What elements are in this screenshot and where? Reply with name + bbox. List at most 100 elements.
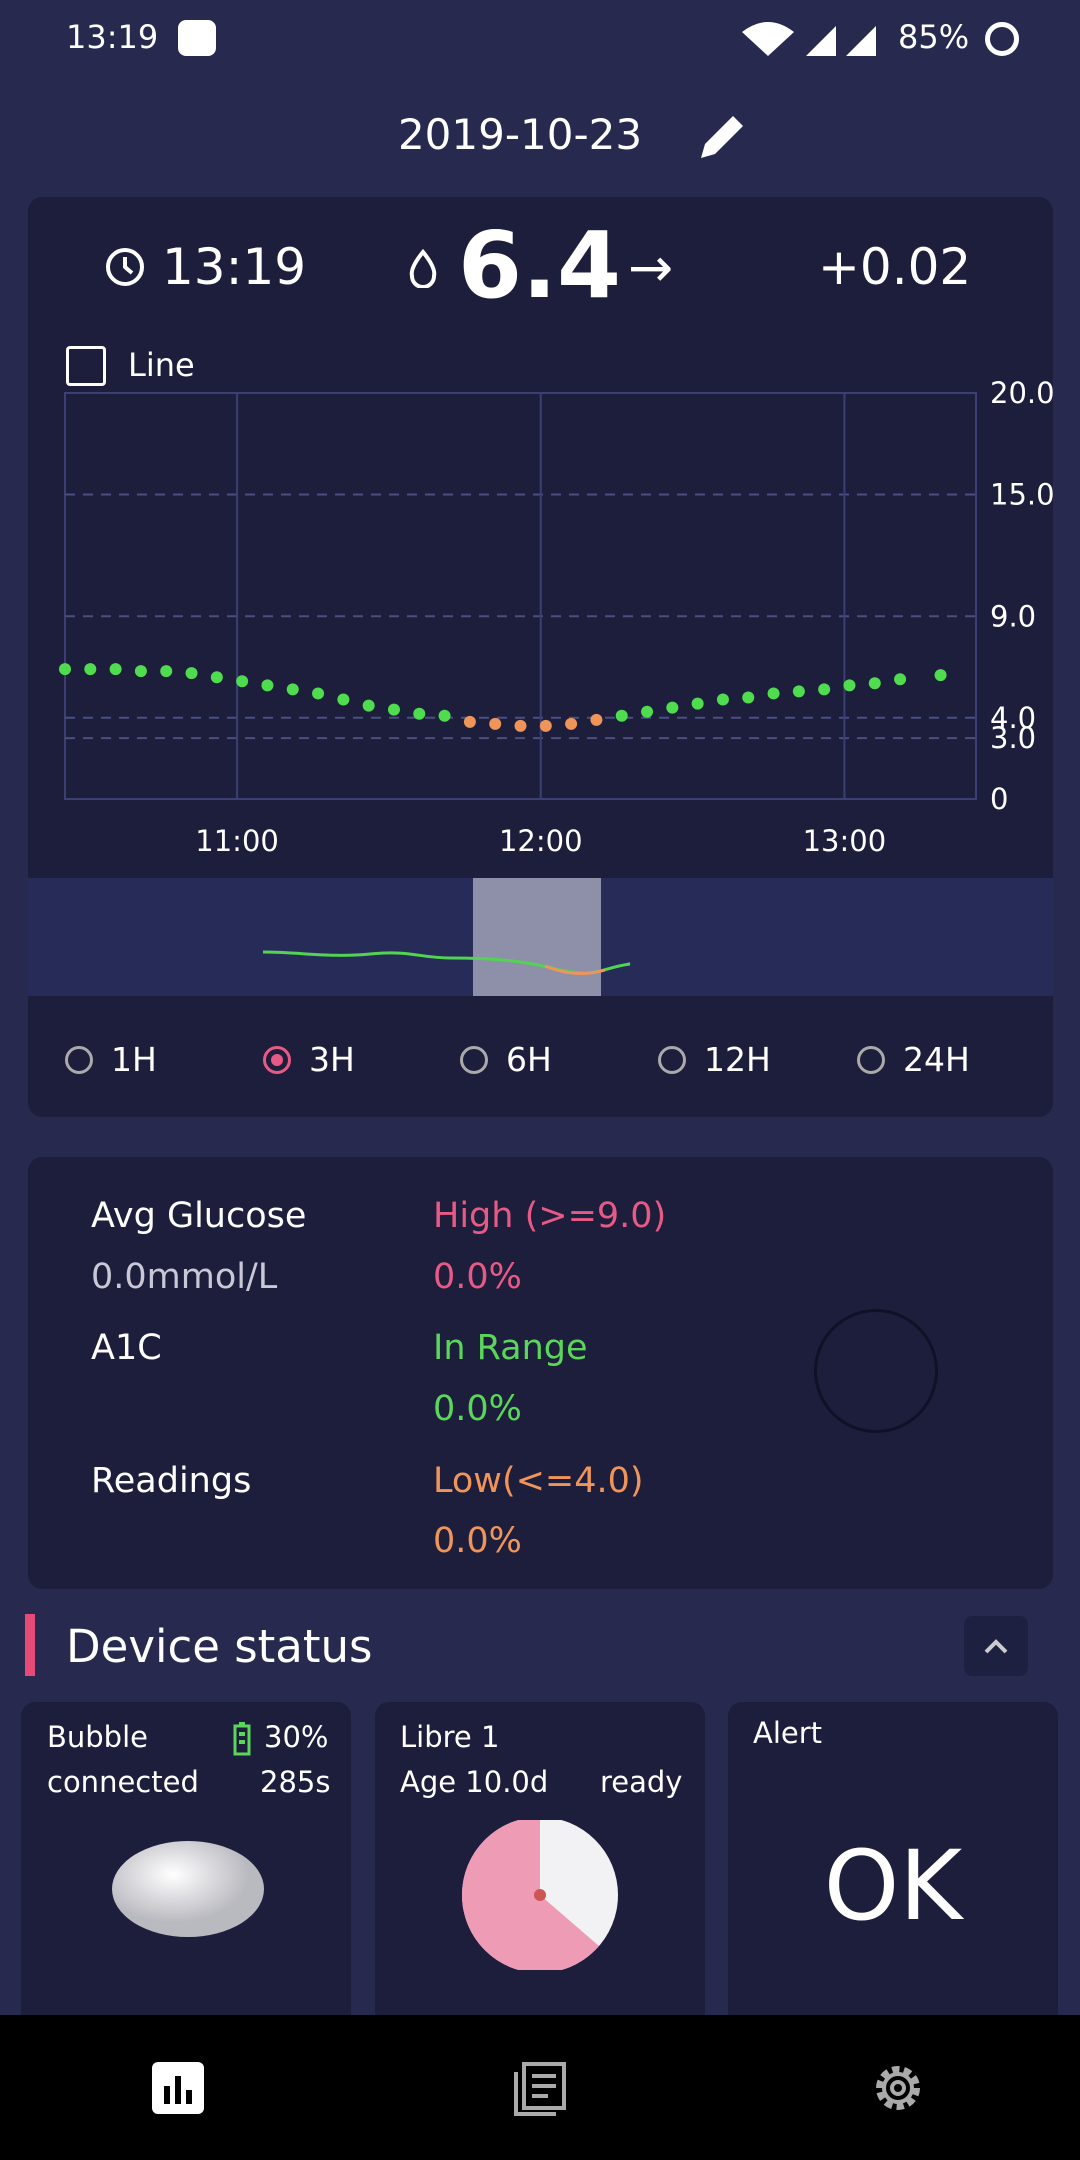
range-label: 6H [506, 1040, 552, 1079]
collapse-button[interactable] [964, 1616, 1028, 1676]
reading-dot [666, 701, 679, 714]
range-label: 3H [309, 1040, 355, 1079]
reading-dot [59, 663, 71, 676]
reading-dot [160, 665, 173, 678]
nav-log[interactable] [512, 2060, 568, 2116]
reading-dot [438, 709, 451, 722]
reading-dot [185, 667, 198, 680]
range-label: 12H [704, 1040, 771, 1079]
reading-dot [463, 715, 476, 728]
range-option[interactable]: 1H [65, 1040, 157, 1079]
range-label: 24H [903, 1040, 970, 1079]
range-label: 1H [111, 1040, 157, 1079]
high-rule: (>=9.0) [524, 1196, 667, 1236]
y-tick-label: 9.0 [990, 599, 1036, 633]
x-tick-label: 13:00 [803, 824, 887, 858]
sensor-image [461, 1820, 618, 1970]
reading-dot [387, 703, 400, 716]
reading-dot [716, 693, 729, 706]
y-tick-label: 3.0 [990, 721, 1036, 755]
reading-dot [286, 683, 299, 696]
y-tick-label: 15.0 [990, 478, 1055, 512]
in-range-label: In Range [433, 1328, 588, 1368]
reading-dot [84, 663, 97, 676]
reading-dot [514, 719, 527, 732]
reading-dot [742, 691, 755, 704]
radio[interactable] [658, 1045, 686, 1074]
sensor-age: Age 10.0d [400, 1765, 549, 1799]
reading-dot [337, 693, 350, 706]
current-glucose: 6.4 [458, 212, 621, 319]
transmitter-name: Bubble [47, 1720, 148, 1754]
alert-title: Alert [753, 1716, 823, 1750]
radio[interactable] [263, 1045, 291, 1074]
reading-dot [413, 707, 426, 720]
reading-dot [767, 687, 780, 700]
x-tick-label: 12:00 [499, 824, 583, 858]
y-tick-label: 4.0 [990, 701, 1036, 735]
low-pct: 0.0% [433, 1521, 522, 1561]
notification-icon [178, 20, 216, 56]
transmitter-interval: 285s [260, 1765, 331, 1799]
clock-icon [106, 248, 144, 286]
range-option[interactable]: 24H [857, 1040, 970, 1079]
radio[interactable] [65, 1045, 93, 1074]
range-option[interactable]: 6H [460, 1040, 552, 1079]
glucose-delta: +0.02 [818, 238, 972, 296]
current-time: 13:19 [162, 238, 307, 296]
reading-dot [565, 717, 578, 730]
status-time: 13:19 [66, 18, 159, 56]
transmitter-battery: 30% [264, 1720, 329, 1754]
section-marker [25, 1614, 35, 1676]
reading-dot [362, 699, 375, 712]
transmitter-image [112, 1841, 264, 1937]
low-label: Low(<=4.0) [433, 1461, 644, 1501]
reading-dot [641, 705, 654, 718]
reading-dot [934, 669, 947, 682]
low-name: Low [433, 1461, 502, 1501]
y-tick-label: 0 [990, 782, 1008, 816]
avg-label: Avg Glucose [91, 1196, 307, 1236]
line-checkbox[interactable] [66, 346, 106, 386]
battery-ring [985, 22, 1019, 56]
trend-arrow: → [628, 236, 674, 299]
radio-dot [271, 1053, 283, 1066]
high-pct: 0.0% [433, 1257, 522, 1297]
glucose-chart: 0 3.04.0 9.0 15.0 20.0 11:00 12:00 13:00 [59, 376, 1055, 858]
radio[interactable] [857, 1045, 885, 1074]
reading-dot [818, 683, 831, 696]
in-range-pct: 0.0% [433, 1389, 522, 1429]
overview-window[interactable] [473, 878, 601, 996]
reading-dot [792, 685, 805, 698]
range-option[interactable]: 12H [658, 1040, 771, 1079]
reading-dot [590, 713, 603, 726]
transmitter-state: connected [47, 1765, 199, 1799]
alert-status: OK [823, 1830, 963, 1942]
a1c-label: A1C [91, 1328, 162, 1368]
reading-dot [691, 697, 704, 710]
battery-percent: 85% [898, 18, 970, 56]
ratio-ring [814, 1309, 938, 1433]
reading-dot [261, 679, 274, 692]
range-option[interactable]: 3H [263, 1040, 355, 1079]
reading-dot [236, 675, 249, 688]
alert-card [728, 1702, 1058, 2032]
drop-icon [409, 248, 437, 288]
x-tick-label: 11:00 [195, 824, 279, 858]
nav-settings[interactable] [870, 2060, 926, 2116]
reading-dot [868, 677, 881, 690]
line-label: Line [128, 346, 195, 384]
reading-dot [312, 687, 325, 700]
radio[interactable] [460, 1045, 488, 1074]
high-name: High [433, 1196, 514, 1236]
nav-chart[interactable] [150, 2060, 206, 2116]
reading-dot [615, 709, 628, 722]
sensor-state: ready [600, 1765, 683, 1799]
edit-date-button[interactable] [695, 108, 751, 164]
overview-line [262, 950, 631, 975]
reading-dot [894, 673, 907, 686]
sensor-name: Libre 1 [400, 1720, 500, 1754]
section-title: Device status [66, 1620, 373, 1673]
date: 2019-10-23 [397, 110, 643, 159]
